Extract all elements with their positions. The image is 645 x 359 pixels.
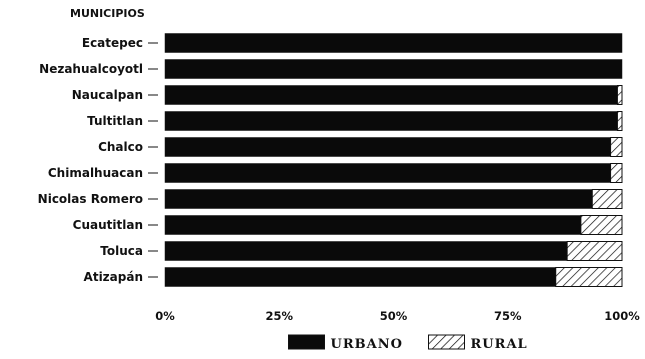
legend-swatch-rural — [428, 334, 465, 350]
category-labels: Ecatepec Nezahualcoyotl Naucalpan Tultitlan… — [38, 36, 158, 284]
bar-urbano-7 — [164, 215, 582, 235]
bar-rural-3 — [616, 111, 623, 131]
x-tick-label: 75% — [494, 309, 522, 323]
x-tick-label: 50% — [380, 309, 408, 323]
bar-rural-7 — [580, 215, 623, 235]
bar-rural-4 — [610, 137, 623, 157]
bar-urbano-2 — [164, 85, 618, 105]
category-label: Tultitlan — [87, 114, 143, 128]
category-label: Cuautitlan — [73, 218, 143, 232]
bar-urbano-1 — [164, 59, 623, 79]
x-tick-label: 100% — [604, 309, 640, 323]
bar-rural-8 — [566, 241, 623, 261]
bar-rural-2 — [616, 85, 623, 105]
bar-urbano-5 — [164, 163, 611, 183]
category-label: Toluca — [100, 244, 143, 258]
legend-label-urbano: URBANO — [331, 337, 403, 352]
category-label: Chimalhuacan — [48, 166, 143, 180]
x-axis: 0% 25% 50% 75% 100% — [155, 309, 640, 323]
category-label: Atizapán — [84, 270, 143, 284]
legend: URBANO RURAL — [288, 334, 528, 352]
category-label: Naucalpan — [72, 88, 143, 102]
bar-urbano-0 — [164, 33, 623, 53]
bar-urbano-4 — [164, 137, 611, 157]
category-label: Chalco — [98, 140, 143, 154]
category-label: Nicolas Romero — [38, 192, 143, 206]
legend-label-rural: RURAL — [471, 337, 528, 352]
y-axis-title: MUNICIPIOS — [70, 7, 145, 20]
bar-urbano-3 — [164, 111, 618, 131]
bar-rural-5 — [610, 163, 623, 183]
bar-rural-9 — [555, 267, 623, 287]
x-tick-label: 25% — [265, 309, 293, 323]
category-label: Nezahualcoyotl — [39, 62, 143, 76]
bar-urbano-8 — [164, 241, 568, 261]
bar-urbano-9 — [164, 267, 556, 287]
legend-swatch-urbano — [288, 334, 325, 350]
bars-layer — [164, 33, 623, 287]
category-label: Ecatepec — [82, 36, 143, 50]
bar-urbano-6 — [164, 189, 593, 209]
bar-rural-6 — [591, 189, 623, 209]
x-tick-label: 0% — [155, 309, 175, 323]
